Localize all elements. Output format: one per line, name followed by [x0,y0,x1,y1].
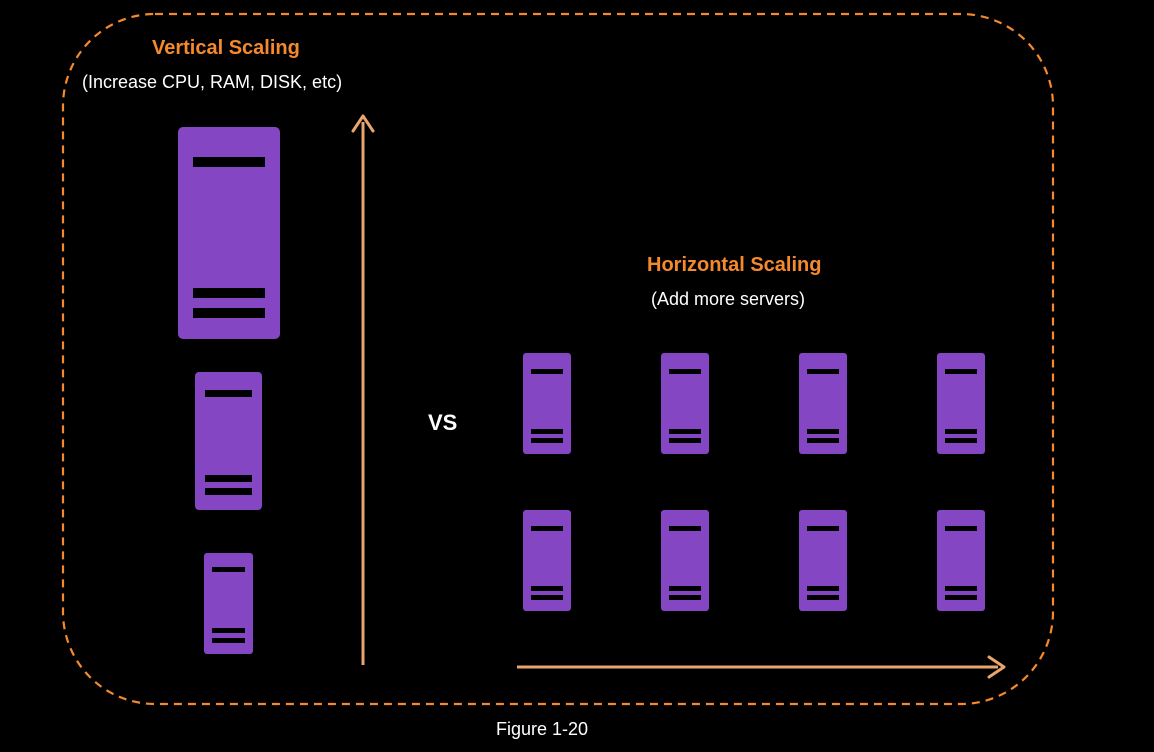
server-icon-small [204,553,253,654]
vertical-scaling-title: Vertical Scaling [152,37,300,59]
server-icon [661,353,709,454]
server-icon [799,353,847,454]
vertical-scaling-subtitle: (Increase CPU, RAM, DISK, etc) [82,72,343,92]
horizontal-scaling-subtitle: (Add more servers) [651,289,806,309]
arrow-right-icon [517,655,1006,679]
server-icon [799,510,847,611]
server-icon [661,510,709,611]
scaling-container-border [61,12,1055,706]
server-icon-large [178,127,280,339]
figure-caption: Figure 1-20 [496,719,589,739]
server-icon [937,353,985,454]
horizontal-scaling-title: Horizontal Scaling [647,254,822,276]
server-icon [937,510,985,611]
server-icon [523,353,571,454]
arrow-up-icon [351,114,375,665]
vs-label: VS [428,410,458,435]
server-grid [523,353,985,611]
server-icon [523,510,571,611]
server-icon-medium [195,372,262,510]
